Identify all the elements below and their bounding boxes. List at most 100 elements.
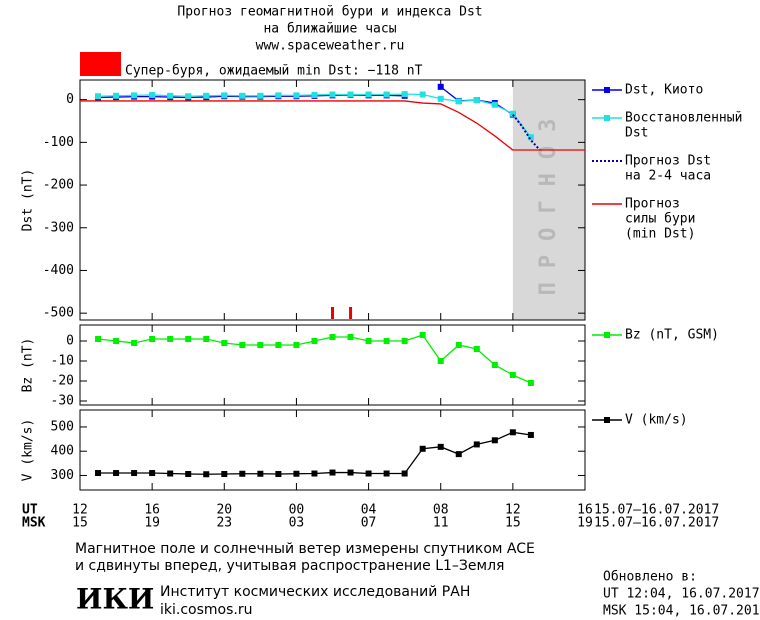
marker [473,346,480,352]
marker [185,93,192,100]
marker [437,358,444,364]
marker [491,101,498,108]
marker [347,91,354,98]
marker [131,340,138,346]
plot-frame [79,79,586,321]
x-tick-label: 04 [361,503,377,518]
y-tick-label: -500 [43,306,74,321]
x-tick-label: 11 [433,516,449,531]
marker [257,470,264,477]
y-tick-label: -400 [43,263,74,278]
y-tick-label: -20 [51,374,74,389]
note: и сдвинуты вперед, учитывая распростране… [75,558,504,574]
x-tick-label: 19 [144,516,160,531]
marker [95,470,102,477]
marker [419,91,426,98]
marker [527,431,534,438]
title: Прогноз геомагнитной бури и индекса Dst [177,5,482,20]
marker [365,338,372,344]
marker [95,93,102,100]
marker [293,342,300,348]
y-tick-label: 300 [51,468,74,483]
alert-text: Супер-буря, ожидаемый min Dst: −118 nT [125,64,423,79]
marker [221,92,228,99]
x-tick-label: 16 [577,503,593,518]
marker [239,470,246,477]
x-tick-label: 19 [577,516,593,531]
marker [527,134,534,141]
marker [113,338,120,344]
marker [455,342,462,348]
marker [167,92,174,99]
marker [383,91,390,98]
x-tick-label: 20 [216,503,232,518]
marker [275,92,282,99]
marker [275,342,282,348]
marker [113,470,120,477]
legend-label: Восстановленный [625,111,742,126]
y-tick-label: 0 [66,334,74,349]
legend-label: Прогноз Dst [625,154,711,169]
row-label: UT [22,503,38,518]
marker [167,336,174,342]
marker [239,92,246,99]
marker [365,91,372,98]
y-tick-label: -100 [43,135,74,150]
y-axis-label: Dst (nT) [21,169,36,232]
marker [113,92,120,99]
forecast-region [512,80,585,320]
marker [509,372,516,378]
marker [239,342,246,348]
date-label: 15.07–16.07.2017 [594,516,719,531]
marker [437,83,444,90]
marker [149,91,156,98]
marker [149,336,156,342]
marker [275,471,282,477]
marker [221,340,228,346]
marker [347,469,354,476]
marker [131,92,138,99]
marker [383,338,390,344]
marker [509,429,516,436]
legend-label: V (km/s) [625,413,688,428]
note: Магнитное поле и солнечный ветер измерен… [75,541,535,557]
x-tick-label: 08 [433,503,449,518]
marker [311,91,318,98]
y-tick-label: -10 [51,354,74,369]
marker [401,91,408,98]
legend-label: Прогноз [625,197,680,212]
x-tick-label: 12 [72,503,88,518]
marker [401,470,408,477]
marker [437,443,444,450]
site: iki.cosmos.ru [160,602,252,618]
marker [221,471,228,477]
marker [473,97,480,104]
x-tick-label: 15 [505,516,521,531]
y-tick-label: -200 [43,178,74,193]
x-tick-label: 00 [289,503,305,518]
title: на ближайшие часы [263,22,396,37]
updated: MSK 15:04, 16.07.2017 [603,604,760,619]
marker [329,91,336,98]
marker [455,451,462,458]
y-tick-label: 0 [66,92,74,107]
series-line [98,431,531,475]
marker [185,471,192,477]
marker [293,470,300,477]
x-tick-label: 23 [216,516,232,531]
legend-label: на 2-4 часа [625,169,711,184]
marker [419,445,426,452]
marker [95,336,102,342]
y-tick-label: -30 [51,394,74,409]
legend-marker [604,115,610,121]
legend-label: Bz (nT, GSM) [625,328,719,343]
marker [311,338,318,344]
marker [293,92,300,99]
marker [257,342,264,348]
logo: ИКИ [76,583,154,616]
site: www.spaceweather.ru [256,39,405,54]
marker [257,92,264,99]
marker [203,471,210,478]
x-tick-label: 12 [505,503,521,518]
